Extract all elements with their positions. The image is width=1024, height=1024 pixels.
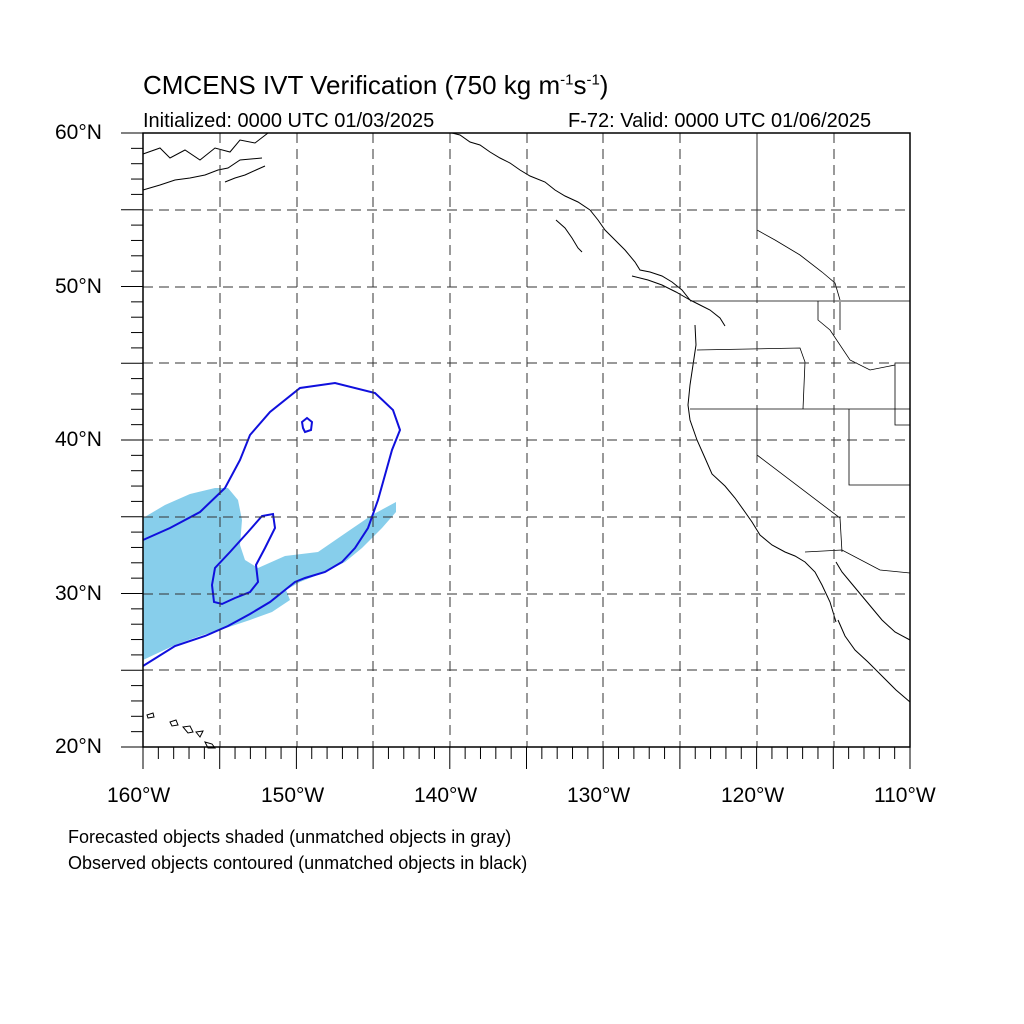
valid-time-label: F-72: Valid: 0000 UTC 01/06/2025 xyxy=(568,110,872,132)
lat-label-40n: 40°N xyxy=(55,428,102,451)
lat-label-20n: 20°N xyxy=(55,735,102,758)
observed-small-contour xyxy=(300,416,314,434)
init-time-label: Initialized: 0000 UTC 01/03/2025 xyxy=(143,110,435,132)
observed-inner-contour xyxy=(210,512,277,606)
lon-label-120w: 120°W xyxy=(721,784,785,807)
lon-label-140w: 140°W xyxy=(414,784,478,807)
map-title: CMCENS IVT Verification (750 kg m-1s-1) xyxy=(143,70,609,100)
lon-label-150w: 150°W xyxy=(261,784,325,807)
graticule xyxy=(143,133,910,747)
political-boundaries xyxy=(690,133,911,574)
lon-label-110w: 110°W xyxy=(874,784,936,807)
lat-label-30n: 30°N xyxy=(55,582,102,605)
lon-label-160w: 160°W xyxy=(107,784,171,807)
observed-object xyxy=(142,381,402,667)
caption-forecast: Forecasted objects shaded (unmatched obj… xyxy=(68,827,512,847)
coastlines xyxy=(142,132,911,703)
forecast-object xyxy=(143,488,396,660)
caption-observed: Observed objects contoured (unmatched ob… xyxy=(68,853,528,873)
lat-label-50n: 50°N xyxy=(55,275,102,298)
lat-label-60n: 60°N xyxy=(55,121,102,144)
lon-label-130w: 130°W xyxy=(567,784,631,807)
hawaiian-islands xyxy=(146,712,216,749)
axis-ticks xyxy=(121,132,911,769)
